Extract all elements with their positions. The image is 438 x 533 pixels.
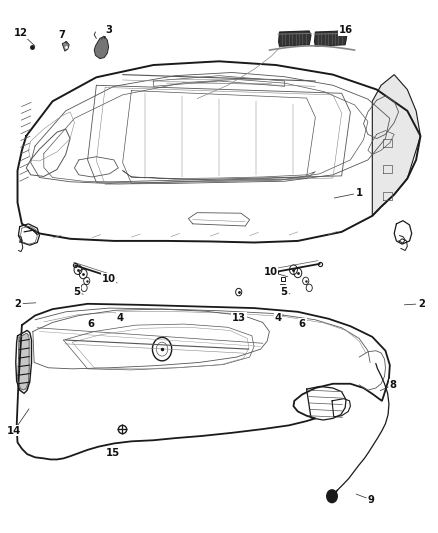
- Polygon shape: [279, 31, 311, 46]
- Text: 4: 4: [275, 313, 282, 323]
- Polygon shape: [18, 333, 29, 390]
- Text: 2: 2: [418, 299, 425, 309]
- Text: 5: 5: [73, 287, 80, 297]
- Polygon shape: [314, 31, 347, 46]
- Polygon shape: [62, 42, 69, 51]
- Text: 15: 15: [106, 448, 120, 458]
- Text: 8: 8: [390, 380, 397, 390]
- Text: 10: 10: [264, 267, 278, 277]
- Text: 1: 1: [356, 188, 363, 198]
- Polygon shape: [372, 75, 420, 216]
- Polygon shape: [94, 36, 109, 59]
- Text: 14: 14: [7, 426, 21, 435]
- Circle shape: [327, 490, 337, 503]
- Text: 4: 4: [117, 313, 124, 323]
- Text: 12: 12: [14, 28, 28, 38]
- Text: 5: 5: [280, 287, 287, 297]
- Text: 10: 10: [102, 274, 116, 284]
- Text: 2: 2: [14, 299, 21, 309]
- Text: 9: 9: [368, 495, 375, 505]
- Text: 16: 16: [339, 25, 353, 35]
- Text: 6: 6: [88, 319, 95, 328]
- Text: 13: 13: [232, 313, 246, 322]
- Text: 3: 3: [105, 25, 112, 35]
- Text: 6: 6: [299, 319, 306, 328]
- Text: 7: 7: [58, 30, 65, 40]
